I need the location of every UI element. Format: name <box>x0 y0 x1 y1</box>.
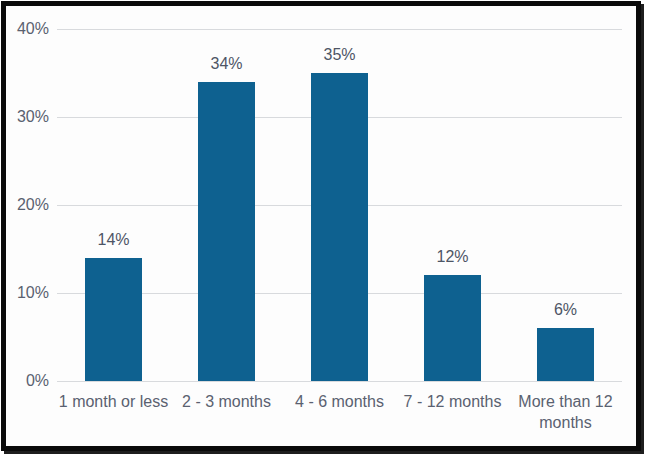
y-axis-tick-label: 10% <box>6 283 49 303</box>
data-label: 14% <box>69 230 159 250</box>
x-axis-category-label: 1 month or less <box>57 391 170 412</box>
data-label: 34% <box>182 54 272 74</box>
x-axis-category-label: 4 - 6 months <box>283 391 396 412</box>
gridline <box>57 29 622 30</box>
y-axis-tick-label: 20% <box>6 195 49 215</box>
bar <box>85 258 142 381</box>
bar <box>424 275 481 381</box>
data-label: 6% <box>521 300 611 320</box>
y-axis-tick-label: 40% <box>6 19 49 39</box>
bar <box>311 73 368 381</box>
x-axis-category-label: 7 - 12 months <box>396 391 509 412</box>
x-axis-category-label: 2 - 3 months <box>170 391 283 412</box>
y-axis-tick-label: 30% <box>6 107 49 127</box>
data-label: 12% <box>408 247 498 267</box>
y-axis-tick-label: 0% <box>6 371 49 391</box>
chart-canvas: 0% 10% 20% 30% 40% 14% 1 month or less 34% 2 - 3… <box>0 0 646 458</box>
chart-frame: 0% 10% 20% 30% 40% 14% 1 month or less 34% 2 - 3… <box>1 1 641 451</box>
bar <box>198 82 255 381</box>
data-label: 35% <box>295 45 385 65</box>
bar <box>537 328 594 381</box>
bar-chart: 0% 10% 20% 30% 40% 14% 1 month or less 34% 2 - 3… <box>6 6 636 446</box>
x-axis-category-label: More than 12 months <box>509 391 622 433</box>
